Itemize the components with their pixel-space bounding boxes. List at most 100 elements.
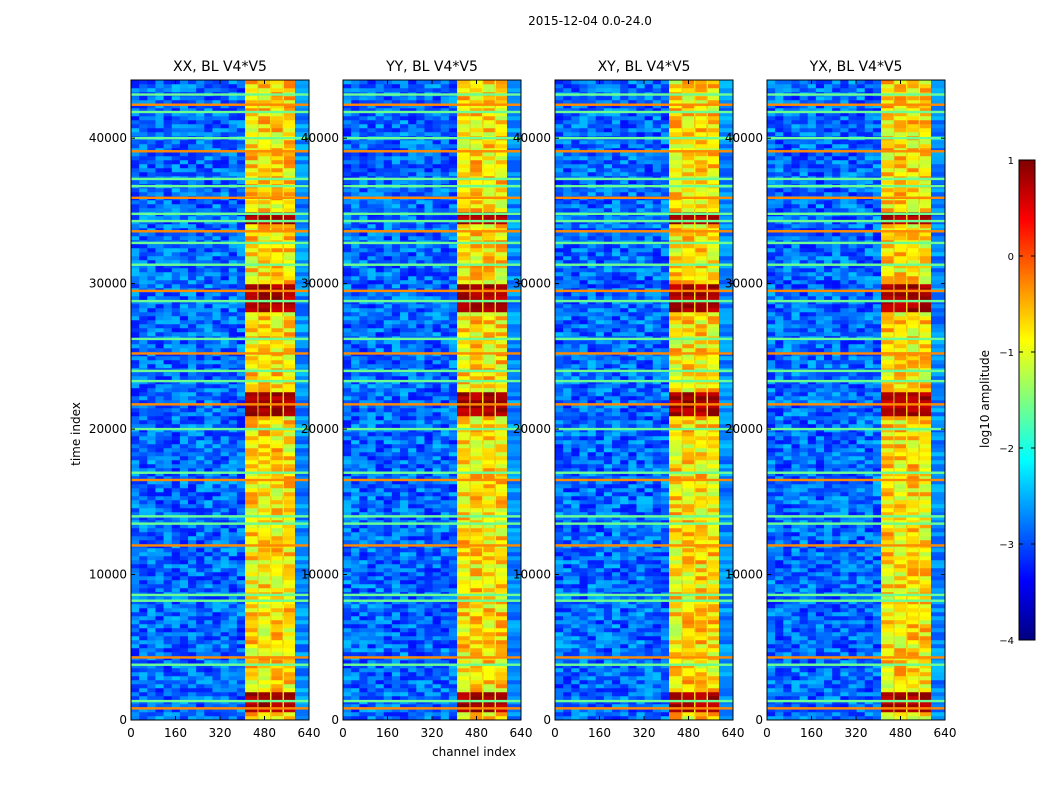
flagged-row [343,427,521,431]
flagged-row [555,656,733,659]
panel-title-xx: XX, BL V4*V5 [173,59,267,75]
colorbar-tick-label: −2 [999,444,1014,455]
y-tick-label: 20000 [301,422,339,436]
flagged-row [131,369,309,373]
flagged-row [343,184,521,188]
flagged-row [767,93,945,96]
flagged-row [343,150,521,153]
flagged-row [343,515,521,518]
x-tick-label: 320 [845,726,868,740]
flagged-row [343,337,521,341]
flagged-row [767,522,945,525]
heatmap-image [767,80,945,720]
x-tick-label: 480 [253,726,276,740]
flagged-row [555,93,733,96]
flagged-row [555,663,733,666]
x-tick-label: 640 [934,726,957,740]
flagged-row [343,289,521,293]
flagged-row [555,593,733,597]
flagged-row [555,289,733,293]
flagged-row [131,212,309,216]
flagged-row [555,369,733,373]
flagged-row [555,337,733,341]
x-tick-label: 0 [763,726,771,740]
flagged-row [555,403,733,406]
flagged-row [343,177,521,181]
flagged-row [131,403,309,406]
flagged-row [555,299,733,303]
y-tick-label: 20000 [725,422,763,436]
flagged-row [343,136,521,140]
flagged-row [131,522,309,525]
y-tick-label: 10000 [725,568,763,582]
flagged-row [555,263,733,266]
x-tick-label: 160 [376,726,399,740]
panel-1: 0 160 320 480 640 0 10000 20000 30000 40000 [301,79,532,740]
y-tick-label: 40000 [725,131,763,145]
flagged-row [131,241,309,245]
y-tick-label: 20000 [513,422,551,436]
panel-3: 0 160 320 480 640 0 10000 20000 30000 40000 [725,79,957,740]
flagged-row [131,263,309,266]
flagged-row [767,136,945,140]
flagged-row [555,177,733,181]
flagged-row [131,707,309,710]
y-tick-label: 0 [543,713,551,727]
flagged-row [131,299,309,303]
flagged-row [767,241,945,245]
flagged-row [343,663,521,666]
y-tick-label: 30000 [513,277,551,291]
panel-2: 0 160 320 480 640 0 10000 20000 30000 40000 [513,79,745,740]
flagged-row [343,241,521,245]
y-tick-label: 10000 [513,568,551,582]
x-tick-label: 160 [164,726,187,740]
flagged-row [555,219,733,223]
colorbar-tick-label: −4 [999,636,1014,647]
heatmap-image [555,80,733,720]
flagged-row [555,196,733,200]
flagged-row [131,150,309,153]
flagged-row [343,593,521,597]
flagged-row [131,478,309,482]
y-tick-label: 10000 [301,568,339,582]
flagged-row [555,103,733,106]
flagged-row [131,699,309,703]
flagged-row [131,471,309,474]
flagged-row [343,544,521,547]
flagged-row [131,337,309,341]
flagged-row [555,136,733,140]
flagged-row [343,110,521,114]
flagged-row [767,403,945,406]
flagged-row [767,299,945,303]
colorbar-tick-label: 0 [1008,252,1014,263]
flagged-row [131,599,309,602]
flagged-row [555,427,733,431]
flagged-row [131,352,309,355]
flagged-row [767,515,945,518]
flagged-row [131,219,309,223]
flagged-row [131,593,309,597]
flagged-row [767,289,945,293]
panel-title-yy: YY, BL V4*V5 [386,59,478,75]
flagged-row [767,150,945,153]
y-tick-label: 0 [331,713,339,727]
flagged-row [131,379,309,383]
x-tick-label: 160 [800,726,823,740]
y-tick-label: 10000 [89,568,127,582]
flagged-row [343,230,521,233]
y-tick-label: 30000 [725,277,763,291]
flagged-row [343,212,521,216]
flagged-row [767,478,945,482]
flagged-row [555,522,733,525]
colorbar-tick-label: 1 [1008,156,1014,167]
y-tick-label: 0 [755,713,763,727]
colorbar: 1 0 −1 −2 −3 −4 [999,156,1036,647]
flagged-row [131,515,309,518]
flagged-row [555,515,733,518]
heatmap-image [131,80,309,720]
flagged-row [555,478,733,482]
flagged-row [555,184,733,188]
flagged-row [767,663,945,666]
x-tick-label: 640 [722,726,745,740]
flagged-row [767,656,945,659]
